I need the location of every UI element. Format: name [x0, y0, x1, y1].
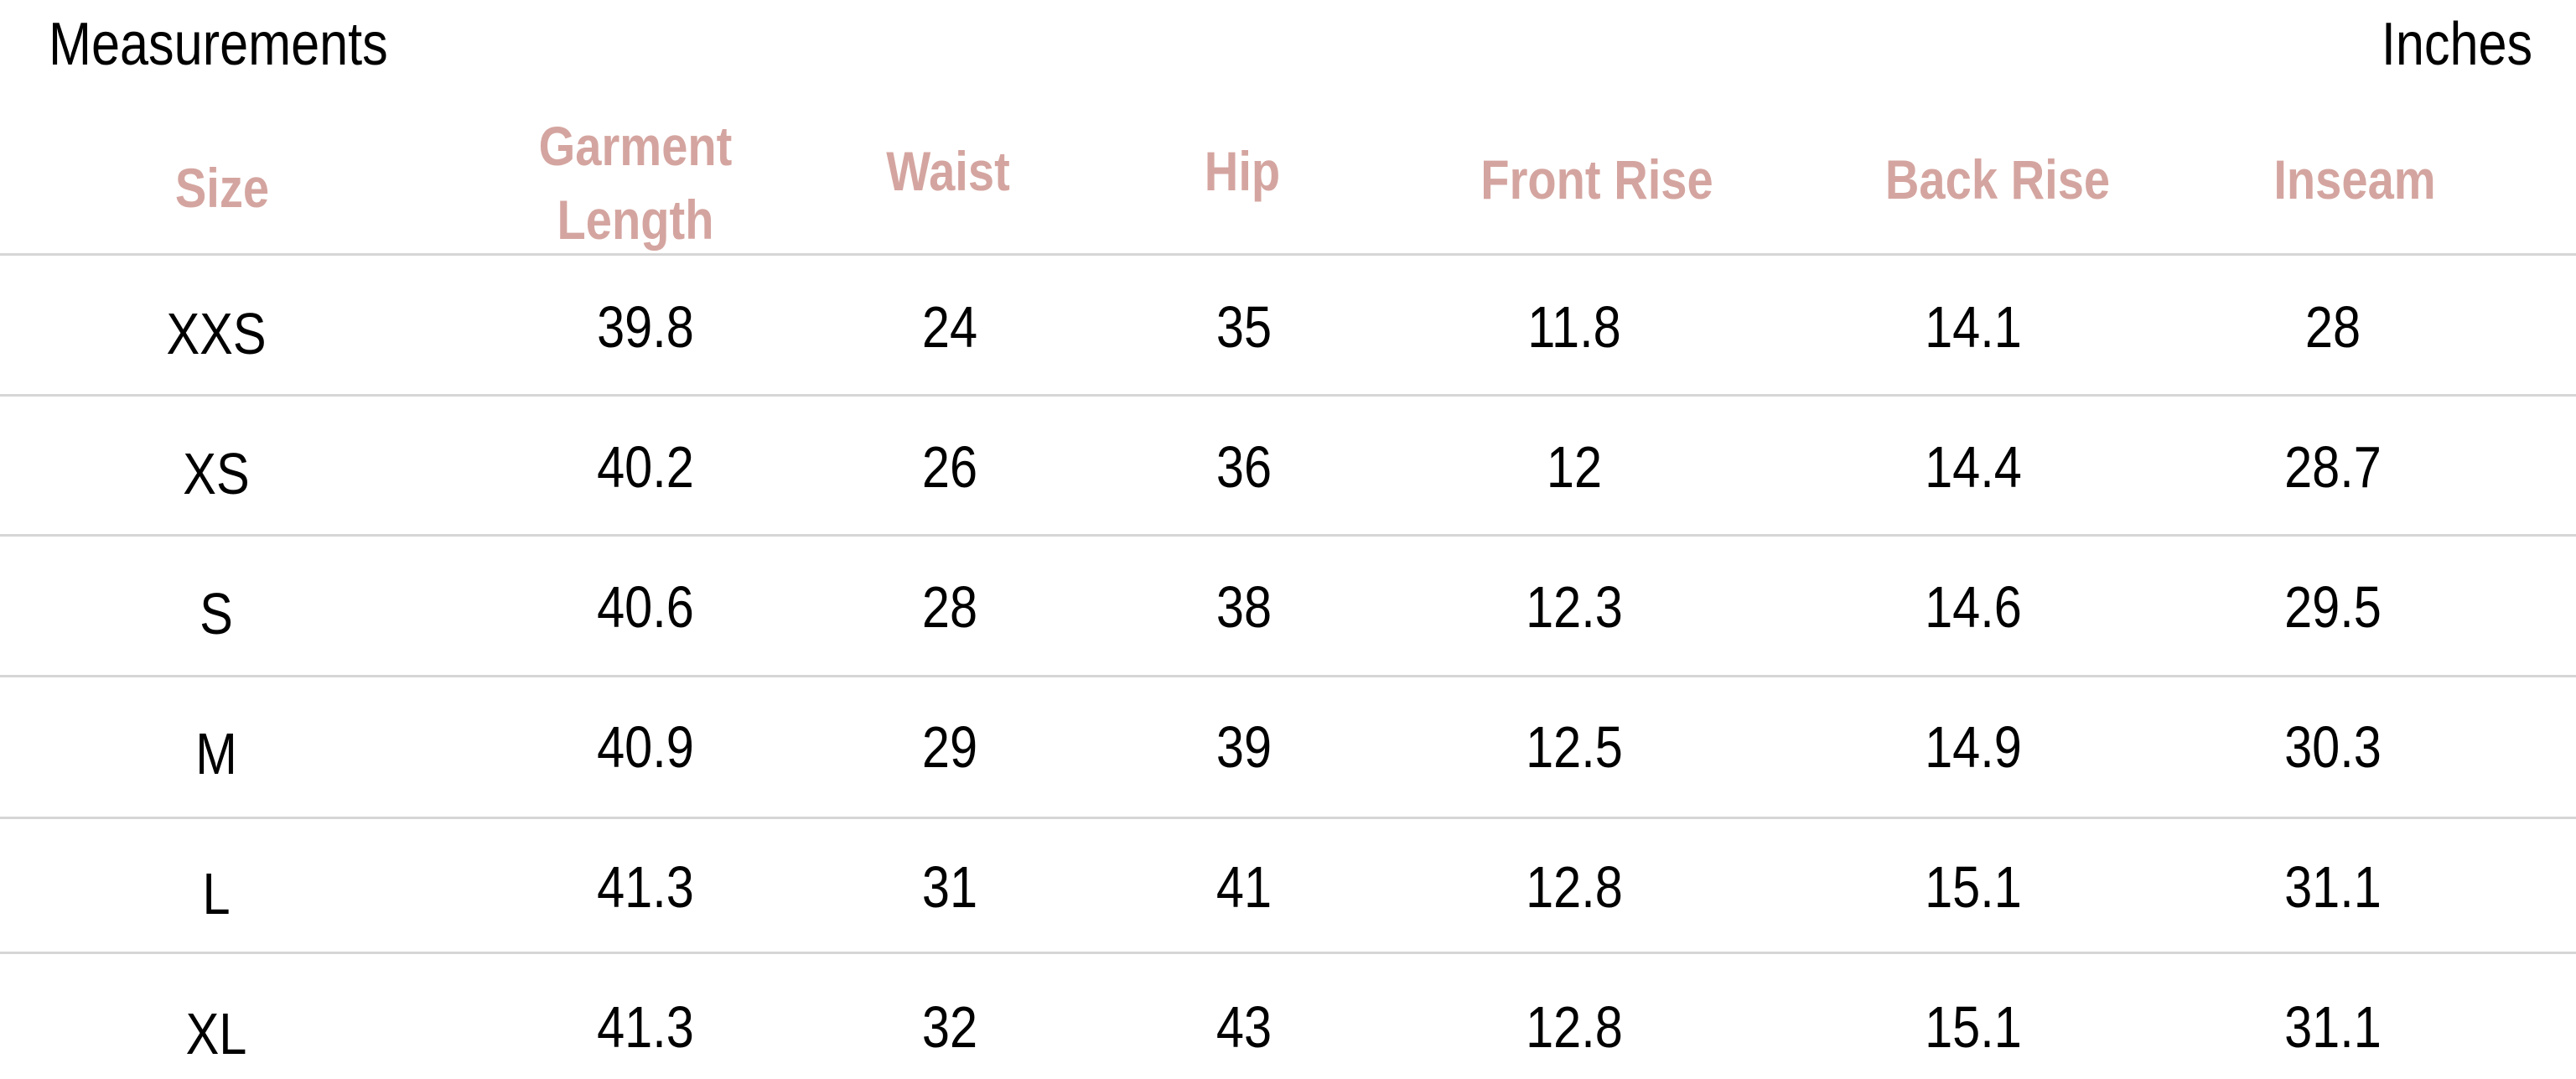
measurement-cell: 11.8	[1527, 294, 1621, 360]
column-header: Back Rise	[1884, 148, 2111, 210]
row-divider	[0, 817, 2576, 819]
measurement-cell: 43	[1215, 994, 1272, 1060]
size-cell: M	[195, 721, 237, 786]
measurement-cell: 32	[921, 994, 978, 1060]
measurement-cell: 40.2	[597, 434, 694, 500]
row-divider	[0, 394, 2576, 397]
measurement-cell: 30.3	[2284, 714, 2382, 780]
unit-label: Inches	[2381, 11, 2532, 78]
row-divider	[0, 952, 2576, 954]
size-cell: XS	[183, 441, 250, 506]
column-header: Front Rise	[1480, 148, 1713, 210]
measurement-cell: 15.1	[1925, 994, 2022, 1060]
size-cell: XL	[185, 1001, 247, 1066]
measurement-cell: 12.8	[1526, 994, 1623, 1060]
measurement-cell: 12.3	[1526, 574, 1623, 640]
measurement-cell: 35	[1215, 294, 1272, 360]
measurement-cell: 28.7	[2284, 434, 2382, 500]
table-title: Measurements	[49, 11, 388, 78]
column-header: Garment Length	[538, 115, 733, 251]
size-cell: XXS	[166, 301, 267, 366]
measurement-cell: 40.6	[597, 574, 694, 640]
measurement-cell: 24	[921, 294, 978, 360]
row-divider	[0, 534, 2576, 537]
measurement-cell: 41	[1215, 854, 1272, 920]
measurement-cell: 39.8	[597, 294, 694, 360]
measurement-cell: 29	[921, 714, 978, 780]
measurement-cell: 26	[921, 434, 978, 500]
measurement-cell: 14.1	[1925, 294, 2022, 360]
measurement-cell: 14.9	[1925, 714, 2022, 780]
measurement-cell: 14.4	[1925, 434, 2022, 500]
measurement-cell: 31.1	[2284, 854, 2382, 920]
measurement-cell: 15.1	[1925, 854, 2022, 920]
row-divider	[0, 253, 2576, 256]
measurement-cell: 38	[1215, 574, 1272, 640]
measurement-cell: 41.3	[597, 994, 694, 1060]
measurement-cell: 40.9	[597, 714, 694, 780]
measurement-cell: 29.5	[2284, 574, 2382, 640]
measurement-cell: 28	[2304, 294, 2361, 360]
row-divider	[0, 675, 2576, 677]
measurement-cell: 14.6	[1925, 574, 2022, 640]
column-header: Hip	[1204, 140, 1281, 202]
measurement-cell: 12.8	[1526, 854, 1623, 920]
size-cell: L	[202, 861, 231, 926]
measurement-cell: 41.3	[597, 854, 694, 920]
measurement-cell: 12	[1546, 434, 1603, 500]
column-header: Inseam	[2273, 148, 2436, 210]
column-header: Size	[174, 157, 270, 219]
measurement-cell: 12.5	[1526, 714, 1623, 780]
measurement-cell: 31	[921, 854, 978, 920]
size-cell: S	[200, 581, 233, 646]
measurement-cell: 28	[921, 574, 978, 640]
measurement-cell: 39	[1215, 714, 1272, 780]
column-header: Waist	[886, 140, 1010, 202]
measurement-cell: 36	[1215, 434, 1272, 500]
measurement-cell: 31.1	[2284, 994, 2382, 1060]
